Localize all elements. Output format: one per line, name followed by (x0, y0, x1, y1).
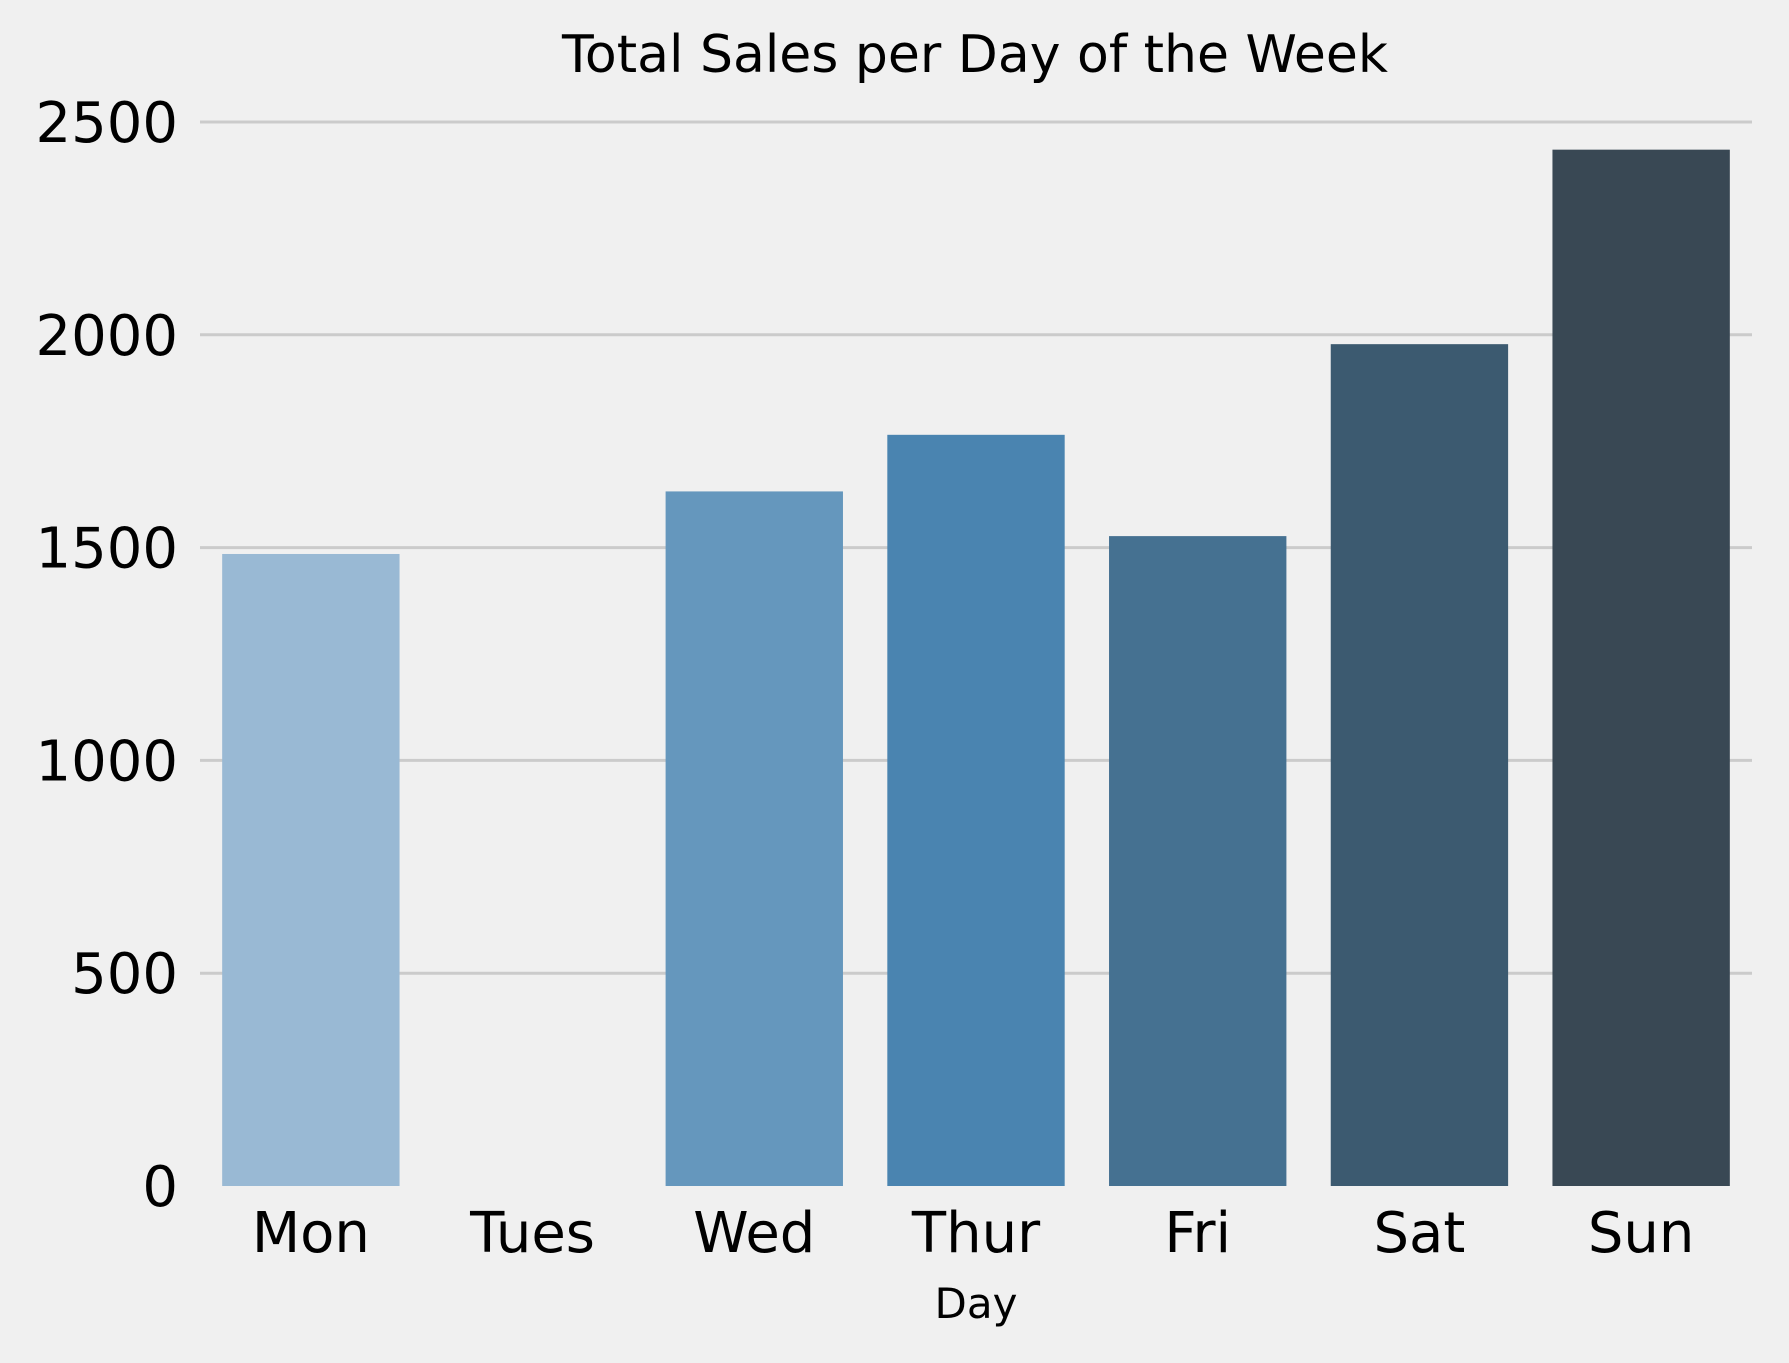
bar-sat (1330, 344, 1509, 1186)
bar-wed (665, 491, 843, 1187)
y-tick-labels: 0 500 1000 1500 2000 2500 (35, 91, 178, 1220)
chart-title: Total Sales per Day of the Week (561, 25, 1388, 85)
x-tick-label: Fri (1164, 1201, 1231, 1266)
bar-fri (1109, 536, 1287, 1186)
x-tick-label: Thur (911, 1201, 1041, 1266)
y-tick-label: 1000 (35, 729, 178, 794)
x-axis-label: Day (935, 1279, 1018, 1328)
y-tick-label: 0 (142, 1155, 178, 1220)
y-tick-label: 1500 (35, 517, 178, 582)
x-tick-label: Wed (693, 1201, 815, 1266)
x-tick-labels: Mon Tues Wed Thur Fri Sat Sun (252, 1201, 1695, 1266)
y-tick-label: 2000 (35, 304, 178, 369)
bar-mon (222, 553, 400, 1186)
x-tick-label: Tues (469, 1201, 595, 1266)
y-tick-label: 2500 (35, 91, 178, 156)
x-tick-label: Mon (252, 1201, 370, 1266)
bar-thur (887, 434, 1065, 1186)
x-tick-label: Sun (1588, 1201, 1695, 1266)
x-tick-label: Sat (1374, 1201, 1466, 1266)
bars (222, 149, 1730, 1187)
bar-sun (1552, 149, 1730, 1186)
y-tick-label: 500 (71, 942, 178, 1007)
